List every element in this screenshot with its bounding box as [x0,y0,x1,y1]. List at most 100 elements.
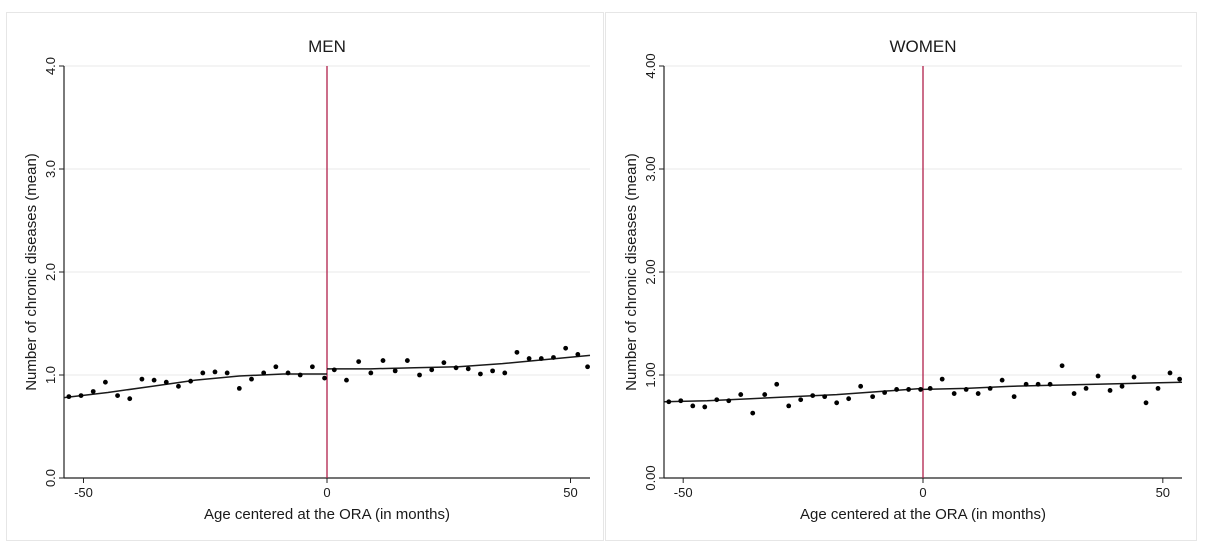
data-point [1119,383,1125,389]
x-tick-label: 50 [1156,485,1170,500]
y-tick-label: 2.0 [43,263,58,281]
data-point [176,383,181,389]
data-point [66,394,72,400]
data-point [999,377,1005,383]
y-axis-label: Number of chronic diseases (mean) [623,153,640,391]
data-point [738,392,744,397]
data-point [726,398,732,404]
data-point [1107,388,1113,393]
data-point [441,360,447,366]
data-point [90,389,96,394]
y-tick-label: 0.00 [643,465,658,490]
data-point [224,370,230,376]
data-point [1011,394,1017,400]
data-point [261,370,267,376]
data-point [551,355,556,360]
data-point [927,385,933,391]
x-tick-label: 0 [323,485,330,500]
data-point [538,356,544,361]
y-tick-label: 4.00 [643,53,658,78]
data-point [273,364,279,370]
x-axis-label: Age centered at the ORA (in months) [800,506,1046,523]
data-point [127,396,133,402]
data-point [392,368,398,374]
data-point [478,371,483,377]
data-point [514,349,520,355]
data-point [585,364,590,370]
data-point [1143,400,1149,406]
data-point [1177,376,1183,382]
data-point [236,385,242,391]
data-point [714,397,720,403]
data-point [882,390,888,395]
x-tick-label: 0 [919,485,926,500]
data-point [151,377,157,383]
data-point [834,400,840,406]
data-point [822,394,828,400]
data-point [465,366,471,372]
data-point [678,398,684,404]
data-point [200,370,206,376]
data-point [951,391,957,396]
data-point [404,358,410,363]
data-point [453,365,459,371]
data-point [786,403,792,409]
fit-line-right [327,354,591,370]
data-point [1083,385,1089,391]
data-point [490,368,495,374]
fit-line-left [63,373,327,399]
data-point [563,345,569,351]
data-point [102,379,108,385]
data-point [1095,373,1101,379]
x-tick-label: -50 [674,485,693,500]
data-point [939,376,945,382]
chart-panel-2: 0.00 1.00 2.00 3.00 4.00 -50 0 50 WOMEN Age cente… [605,12,1197,541]
x-axis-label: Age centered at the ORA (in months) [204,506,450,523]
fit-line-left [663,387,924,403]
data-point [846,396,852,402]
data-point [906,387,912,392]
data-point [1155,385,1161,391]
data-point [575,352,581,357]
data-point [368,370,374,376]
data-point [502,370,508,376]
data-point [163,379,169,385]
y-tick-label: 1.0 [43,366,58,384]
data-point [188,378,194,384]
data-point [380,358,386,363]
data-point [918,387,924,392]
data-point [1167,370,1173,376]
x-tick-label: -50 [74,485,93,500]
x-tick-label: 50 [563,485,577,500]
y-tick-label: 4.0 [43,57,58,75]
data-point [858,383,864,389]
data-point [750,410,756,416]
data-point [1035,381,1041,387]
data-point [212,369,218,375]
y-tick-label: 0.0 [43,469,58,487]
panel-frame [605,12,1197,541]
data-point [774,381,780,387]
data-point [285,370,291,376]
data-point [702,404,708,410]
chart-panel-1: 0.0 1.0 2.0 3.0 4.0 -50 0 50 MEN Age centered at … [6,12,604,541]
data-point [963,387,969,392]
data-point [870,394,876,400]
data-point [987,385,993,391]
data-point [115,393,120,398]
y-tick-label: 3.00 [643,156,658,181]
data-point [975,391,981,396]
y-tick-label: 3.0 [43,160,58,178]
data-point [356,359,362,365]
data-point [78,393,84,398]
panel-frame [6,12,604,541]
chart-title: MEN [308,37,346,56]
data-point [139,376,145,382]
data-point [322,375,327,381]
data-point [1071,391,1077,396]
data-point [894,387,900,392]
data-point [331,367,337,373]
data-point [1131,374,1137,380]
data-point [1047,381,1053,387]
